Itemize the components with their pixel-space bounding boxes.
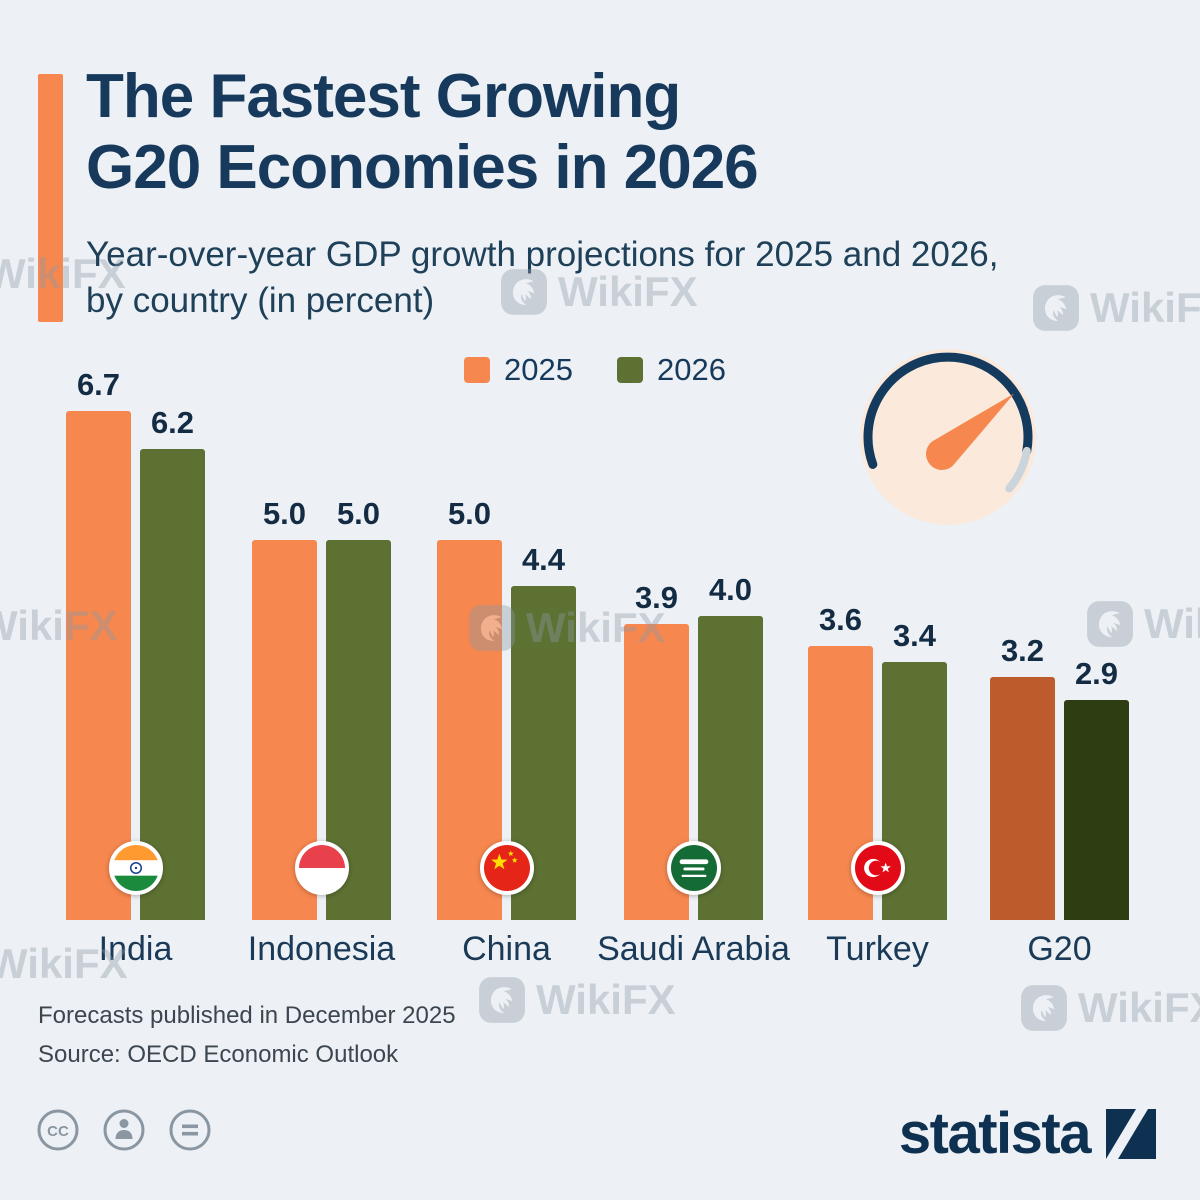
category-label-turkey: Turkey bbox=[826, 930, 929, 968]
statista-branding: statista bbox=[899, 1100, 1156, 1167]
legend-label-2025: 2025 bbox=[504, 352, 573, 387]
legend-item-2026: 2026 bbox=[616, 352, 726, 388]
value-label-2025-saudi-arabia: 3.9 bbox=[634, 580, 679, 615]
subtitle-line-1: Year-over-year GDP growth projections fo… bbox=[86, 235, 999, 274]
bar-2025-india bbox=[66, 411, 131, 920]
chart-legend: 2025 2026 bbox=[464, 352, 726, 388]
legend-swatch-2026 bbox=[616, 357, 643, 383]
value-label-2025-india: 6.7 bbox=[76, 367, 121, 402]
flag-china-icon bbox=[479, 841, 534, 895]
footer-source: Source: OECD Economic Outlook bbox=[38, 1041, 399, 1068]
subtitle: Year-over-year GDP growth projections fo… bbox=[86, 232, 998, 323]
bar-2026-g20 bbox=[1064, 700, 1129, 920]
statista-logo-text: statista bbox=[898, 1101, 1092, 1166]
flag-indonesia-icon bbox=[294, 841, 349, 895]
title-line-2: G20 Economies in 2026 bbox=[86, 132, 759, 202]
attribution-icon bbox=[102, 1108, 146, 1152]
legend-swatch-2025 bbox=[464, 357, 490, 383]
bar-2026-india bbox=[140, 449, 205, 920]
flag-india-icon bbox=[108, 841, 163, 895]
value-label-2025-indonesia: 5.0 bbox=[262, 496, 307, 531]
flag-saudi-arabia-icon bbox=[666, 841, 721, 895]
value-label-2026-g20: 2.9 bbox=[1074, 656, 1119, 691]
creative-commons-icon: CC bbox=[36, 1108, 80, 1152]
legend-label-2026: 2026 bbox=[656, 352, 726, 387]
category-label-indonesia: Indonesia bbox=[247, 930, 396, 968]
subtitle-line-2: by country (in percent) bbox=[86, 280, 435, 320]
category-label-india: India bbox=[98, 930, 173, 968]
statista-logo-icon bbox=[1106, 1108, 1156, 1159]
legend-item-2025: 2025 bbox=[464, 352, 573, 388]
license-icons: CC bbox=[36, 1108, 212, 1152]
page-title: The Fastest Growing G20 Economies in 202… bbox=[86, 62, 759, 203]
value-label-2026-india: 6.2 bbox=[150, 405, 195, 440]
footer-forecast-note: Forecasts published in December 2025 bbox=[38, 1002, 456, 1029]
category-label-saudi-arabia: Saudi Arabia bbox=[597, 930, 790, 968]
value-label-2025-g20: 3.2 bbox=[1000, 633, 1045, 668]
value-label-2026-china: 4.4 bbox=[521, 542, 566, 577]
speedometer-icon bbox=[838, 342, 1063, 542]
value-label-2025-china: 5.0 bbox=[447, 496, 492, 531]
title-line-1: The Fastest Growing bbox=[86, 62, 681, 131]
value-label-2026-saudi-arabia: 4.0 bbox=[708, 572, 753, 607]
title-accent-bar bbox=[38, 74, 63, 322]
bar-2025-g20 bbox=[990, 677, 1055, 920]
no-derivatives-icon bbox=[168, 1108, 212, 1152]
category-label-g20: G20 bbox=[1027, 930, 1092, 968]
value-label-2026-indonesia: 5.0 bbox=[336, 496, 381, 531]
value-label-2025-turkey: 3.6 bbox=[818, 602, 863, 637]
value-label-2026-turkey: 3.4 bbox=[892, 618, 937, 653]
flag-turkey-icon bbox=[850, 841, 905, 895]
svg-text:CC: CC bbox=[47, 1123, 69, 1140]
category-label-china: China bbox=[462, 930, 551, 968]
